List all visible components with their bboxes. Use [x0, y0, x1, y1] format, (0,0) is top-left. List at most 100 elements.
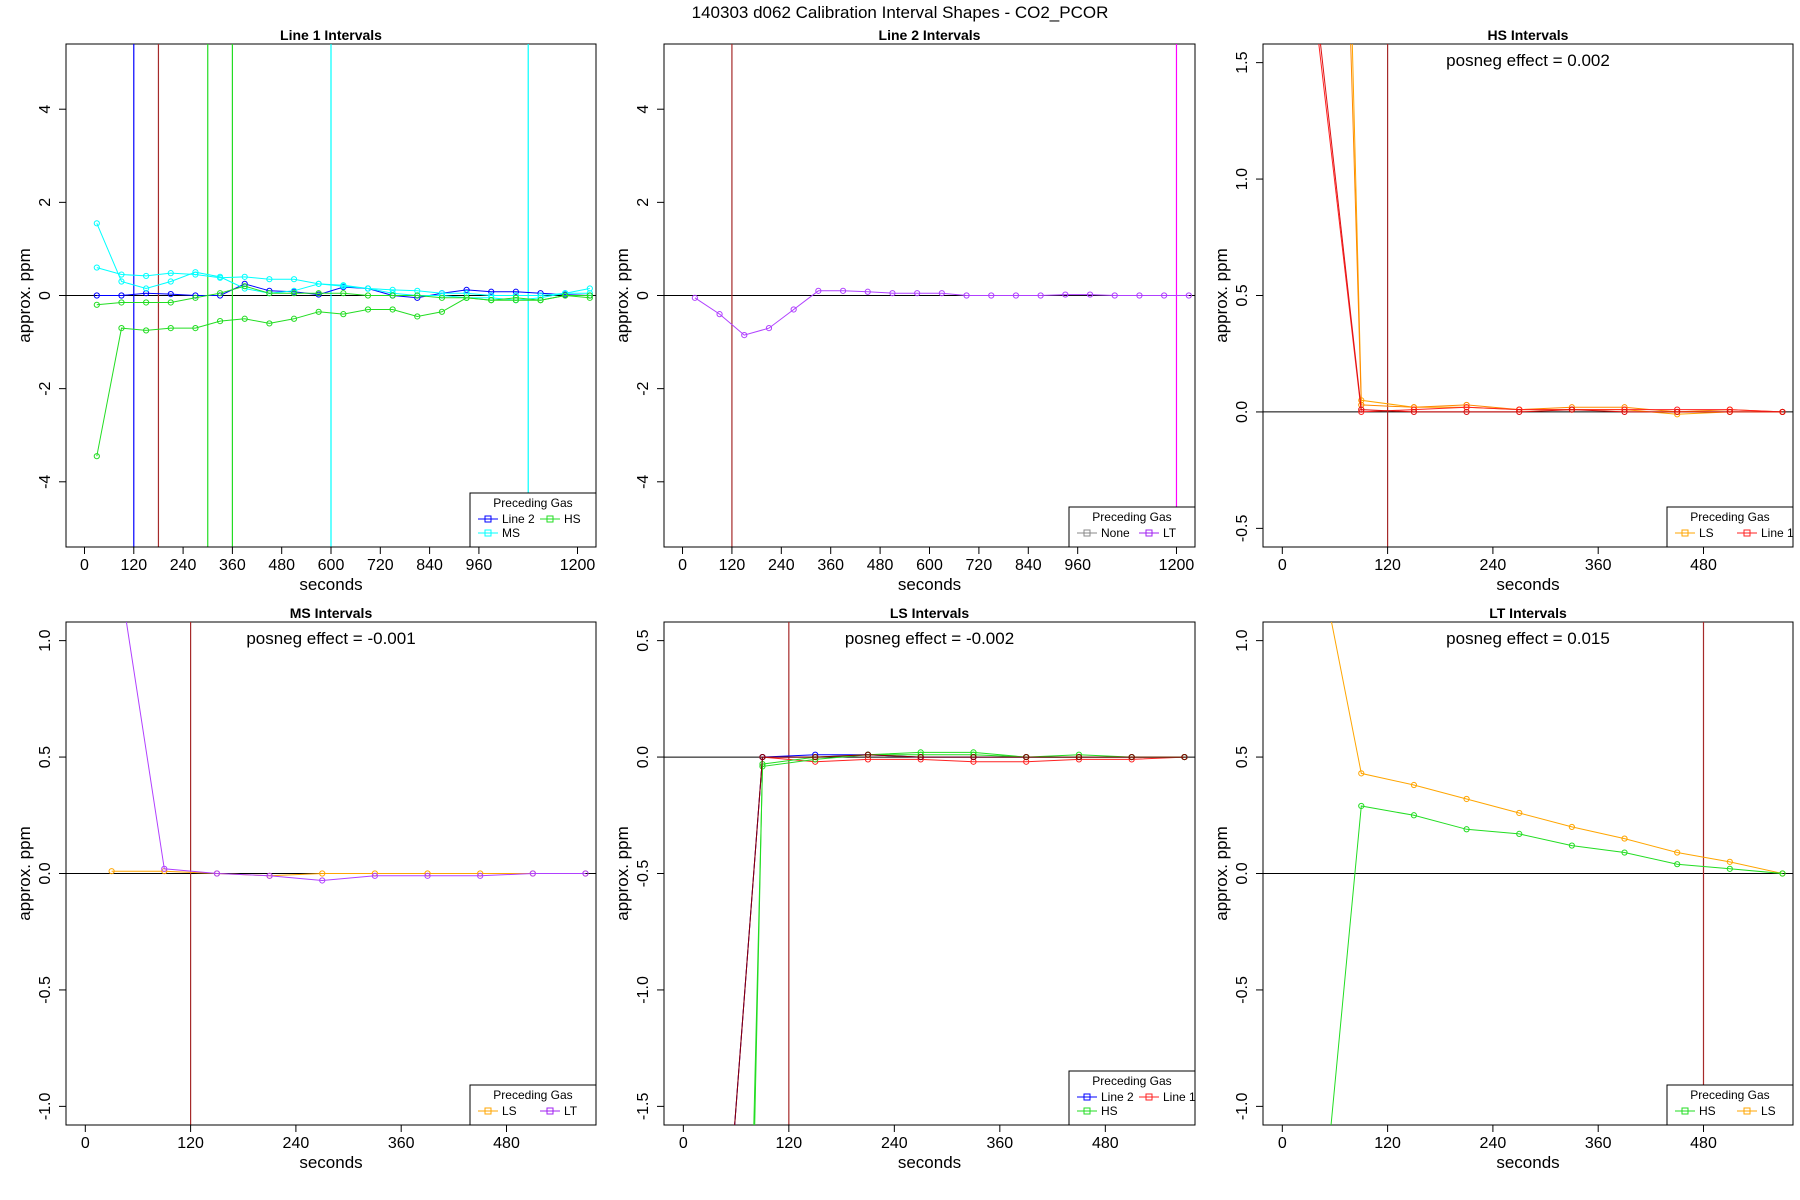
data-point: [167, 325, 174, 332]
data-point: [167, 278, 174, 285]
data-point: [1358, 802, 1365, 810]
x-tick-label: 480: [867, 557, 894, 574]
data-point: [315, 280, 322, 287]
x-tick-label: 0: [678, 557, 687, 574]
series-line: [734, 756, 1185, 1125]
data-point: [143, 285, 150, 292]
data-point: [488, 297, 495, 304]
data-point: [562, 292, 569, 299]
data-point: [266, 320, 273, 327]
data-point: [192, 294, 199, 301]
data-point: [586, 285, 593, 292]
series-group: [93, 220, 593, 460]
data-point: [93, 220, 100, 227]
x-tick-label: 480: [493, 1135, 520, 1152]
y-axis-label: approx. ppm: [15, 248, 34, 343]
data-point: [414, 287, 421, 294]
y-axis-label: approx. ppm: [613, 248, 632, 343]
data-point: [241, 273, 248, 280]
data-point: [917, 753, 924, 761]
data-point: [765, 325, 773, 332]
data-point: [143, 327, 150, 334]
panel-title: LT Intervals: [1489, 605, 1567, 621]
x-tick-label: 0: [81, 1135, 90, 1152]
y-tick-label: 0: [37, 291, 54, 300]
data-point: [1621, 835, 1628, 842]
data-point: [93, 264, 100, 271]
x-tick-label: 480: [1690, 557, 1717, 574]
data-point: [414, 292, 421, 299]
data-point: [241, 283, 248, 290]
figure-title: 140303 d062 Calibration Interval Shapes …: [692, 3, 1109, 22]
data-point: [586, 294, 593, 301]
x-tick-label: 240: [283, 1135, 310, 1152]
series-line: [1320, 44, 1783, 413]
data-point: [1674, 408, 1681, 416]
x-tick-label: 0: [1278, 557, 1287, 574]
x-axis-label: seconds: [299, 1153, 362, 1172]
legend-box: [469, 1084, 597, 1126]
y-tick-label: 0.0: [37, 862, 54, 884]
data-point: [340, 282, 347, 289]
x-tick-label: 120: [719, 557, 746, 574]
legend-entry-label: LT: [1163, 526, 1177, 540]
series-line: [1351, 44, 1783, 415]
posneg-annotation: posneg effect = 0.015: [1446, 629, 1610, 648]
data-point: [586, 290, 593, 297]
legend-swatch-marker: [1743, 529, 1751, 537]
x-tick-label: 0: [1278, 1135, 1287, 1152]
x-tick-label: 240: [1480, 1135, 1507, 1152]
data-point: [812, 753, 819, 761]
x-tick-label: 600: [318, 557, 345, 574]
x-tick-label: 360: [219, 557, 246, 574]
data-point: [586, 292, 593, 299]
x-tick-label: 480: [268, 557, 295, 574]
data-point: [118, 271, 125, 278]
legend: Preceding Gas Line 2 Line 1 HS: [1068, 1070, 1196, 1126]
legend-entry-label: HS: [564, 512, 581, 526]
legend-title: Preceding Gas: [1690, 510, 1769, 524]
data-point: [1516, 408, 1523, 416]
data-point: [315, 308, 322, 315]
data-point: [389, 306, 396, 313]
x-tick-label: 360: [986, 1135, 1013, 1152]
data-point: [691, 294, 698, 301]
x-axis-label: seconds: [1496, 1153, 1559, 1172]
data-point: [371, 872, 378, 879]
data-point: [424, 872, 431, 879]
data-point: [917, 749, 924, 756]
data-point: [463, 290, 470, 297]
series-line: [694, 290, 1189, 336]
x-tick-label: 960: [1064, 557, 1091, 574]
data-point: [93, 292, 100, 299]
y-tick-label: -0.5: [37, 976, 54, 1004]
legend-entry-label: None: [1101, 526, 1130, 540]
data-point: [1086, 291, 1094, 298]
data-point: [1516, 830, 1523, 838]
data-point: [290, 290, 298, 297]
data-point: [167, 299, 174, 306]
y-tick-label: -2: [37, 381, 54, 395]
data-point: [1516, 809, 1523, 817]
x-tick-label: 240: [170, 557, 197, 574]
plot-frame: [1262, 43, 1794, 548]
data-point: [1621, 849, 1628, 856]
data-point: [143, 290, 150, 297]
data-point: [340, 311, 347, 318]
data-point: [216, 290, 224, 297]
data-point: [1037, 292, 1044, 299]
y-tick-label: 2: [37, 198, 54, 207]
y-tick-label: 0.0: [1234, 401, 1251, 423]
panel-title: LS Intervals: [890, 605, 970, 621]
legend-swatch-marker: [1083, 529, 1091, 537]
data-point: [716, 311, 723, 318]
data-point: [1621, 408, 1628, 416]
data-point: [438, 294, 446, 301]
data-point: [1128, 753, 1135, 761]
y-tick-label: -2: [635, 381, 652, 395]
legend: Preceding Gas HS LS: [1666, 1084, 1794, 1126]
data-point: [389, 292, 396, 299]
data-point: [488, 292, 495, 299]
